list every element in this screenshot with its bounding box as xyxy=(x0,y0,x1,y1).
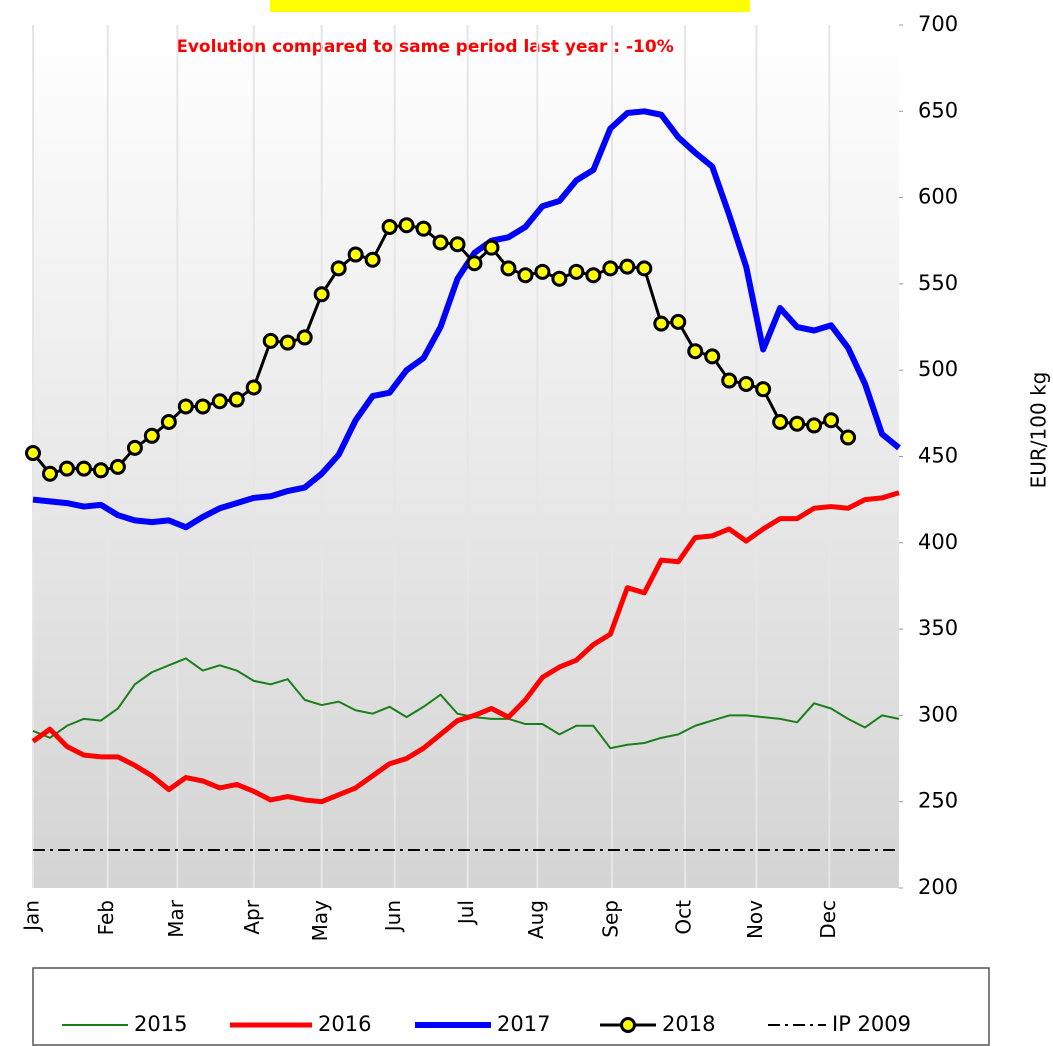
marker xyxy=(245,379,262,396)
marker xyxy=(143,427,160,444)
y-tick-label: 400 xyxy=(918,530,958,554)
legend-label: 2017 xyxy=(497,1012,550,1036)
x-tick-label: Aug xyxy=(524,900,548,939)
marker xyxy=(194,398,211,415)
marker xyxy=(602,260,619,277)
marker xyxy=(636,260,653,277)
marker xyxy=(670,313,687,330)
marker xyxy=(585,267,602,284)
marker xyxy=(687,343,704,360)
marker xyxy=(466,255,483,272)
y-tick-label: 300 xyxy=(918,702,958,726)
marker xyxy=(58,460,75,477)
marker xyxy=(296,329,313,346)
marker xyxy=(738,376,755,393)
x-tick-label: Feb xyxy=(94,900,118,935)
x-tick-label: Jul xyxy=(454,900,478,926)
annotation: Evolution compared to same period last y… xyxy=(176,37,674,57)
marker xyxy=(840,429,857,446)
marker xyxy=(211,393,228,410)
marker xyxy=(177,398,194,415)
legend-label: 2016 xyxy=(318,1012,371,1036)
marker xyxy=(364,251,381,268)
series-line xyxy=(31,490,900,805)
marker xyxy=(449,236,466,253)
marker xyxy=(432,234,449,251)
marker xyxy=(806,417,823,434)
y-tick-label: 550 xyxy=(918,271,958,295)
marker xyxy=(160,413,177,430)
y-tick-label: 700 xyxy=(918,12,958,36)
marker xyxy=(483,239,500,256)
legend-box xyxy=(32,967,990,1046)
x-tick-label: Nov xyxy=(743,900,767,939)
x-tick-label: Sep xyxy=(599,900,623,938)
marker xyxy=(347,246,364,263)
marker xyxy=(534,263,551,280)
marker xyxy=(755,381,772,398)
y-tick-label: 650 xyxy=(918,98,958,122)
marker xyxy=(772,413,789,430)
x-tick-label: Apr xyxy=(240,899,264,934)
marker xyxy=(109,458,126,475)
marker xyxy=(126,439,143,456)
marker xyxy=(92,462,109,479)
marker xyxy=(228,391,245,408)
series-line xyxy=(32,108,901,531)
y-tick-label: 450 xyxy=(918,444,958,468)
marker xyxy=(653,315,670,332)
legend-label: IP 2009 xyxy=(832,1012,911,1036)
y-tick-label: 250 xyxy=(918,789,958,813)
marker xyxy=(823,412,840,429)
x-tick-label: Jan xyxy=(20,900,44,933)
marker xyxy=(75,460,92,477)
marker xyxy=(721,372,738,389)
marker xyxy=(262,332,279,349)
legend-marker xyxy=(620,1017,636,1033)
marker xyxy=(25,445,41,462)
marker xyxy=(279,334,296,351)
marker xyxy=(704,348,721,365)
marker xyxy=(330,260,347,277)
plot-area xyxy=(33,25,899,888)
x-tick-label: May xyxy=(308,900,332,942)
y-tick-label: 600 xyxy=(918,185,958,209)
marker xyxy=(415,220,432,237)
marker xyxy=(500,260,517,277)
legend-label: 2018 xyxy=(662,1012,715,1036)
x-tick-label: Mar xyxy=(164,899,188,938)
marker xyxy=(619,258,636,275)
y-tick-label: 200 xyxy=(918,875,958,899)
marker xyxy=(398,217,415,234)
marker xyxy=(789,415,806,432)
x-tick-label: Dec xyxy=(816,900,840,939)
marker xyxy=(313,286,330,303)
y-axis-label: EUR/100 kg xyxy=(1027,372,1051,489)
marker xyxy=(41,465,58,482)
y-tick-label: 500 xyxy=(918,357,958,381)
marker xyxy=(568,263,585,280)
marker xyxy=(551,270,568,287)
x-tick-label: Oct xyxy=(672,900,696,935)
legend-label: 2015 xyxy=(134,1012,187,1036)
marker xyxy=(517,267,534,284)
marker xyxy=(381,218,398,235)
title-box xyxy=(270,0,750,12)
y-tick-label: 350 xyxy=(918,616,958,640)
x-tick-label: Jun xyxy=(381,900,405,933)
